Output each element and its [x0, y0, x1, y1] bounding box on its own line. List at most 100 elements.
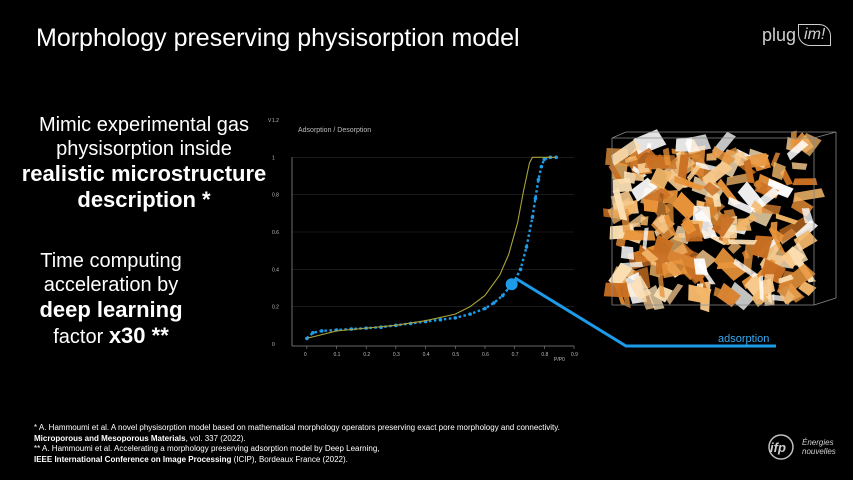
- particle: [672, 191, 700, 220]
- particle: [796, 133, 822, 157]
- particle: [610, 139, 642, 166]
- series-adsorption-point: [310, 331, 315, 335]
- particle: [758, 187, 781, 208]
- particle: [750, 200, 766, 215]
- reference-2-source: IEEE International Conference on Image P…: [34, 455, 560, 466]
- particle: [766, 178, 794, 198]
- x-tick-label: 0.3: [393, 352, 400, 358]
- particles: [603, 129, 825, 313]
- chart-title: Adsorption / Desorption: [298, 127, 371, 134]
- particle: [620, 246, 635, 260]
- particle: [735, 213, 758, 232]
- particle: [702, 160, 733, 189]
- plugim-logo: plug im!: [762, 24, 832, 46]
- particle: [783, 263, 816, 293]
- particle: [649, 167, 673, 190]
- series-desorption-line: [306, 156, 557, 339]
- isotherm-chart: 0 0.2 0.4 0.6 0.8 1 1.2 0 0.1 0.2 0.3 0.4 0.5 0.6 0.7 0…: [268, 118, 578, 363]
- y-tick-label: 0: [272, 342, 275, 348]
- claim-factor-value: x30 **: [108, 323, 169, 349]
- particle: [633, 129, 667, 156]
- particle: [798, 281, 817, 296]
- chart-series: [305, 155, 558, 341]
- particle: [787, 242, 809, 266]
- x-tick-label: 0: [304, 352, 307, 358]
- reference-1-source: Microporous and Mesoporous Materials, vo…: [34, 434, 560, 445]
- particle: [786, 140, 809, 161]
- particle: [711, 146, 736, 166]
- series-adsorption-point: [524, 245, 529, 249]
- series-adsorption-point: [542, 157, 547, 161]
- chart-gridlines: [291, 157, 574, 347]
- x-tick-label: 0.6: [482, 352, 489, 358]
- ifp-logo-line1: Énergies: [802, 438, 834, 447]
- particle: [641, 249, 659, 264]
- particle: [751, 235, 773, 259]
- slide-title: Morphology preserving physisorption mode…: [36, 24, 520, 52]
- particle: [629, 275, 652, 301]
- reference-2-rest: (ICIP), Bordeaux France (2022).: [231, 454, 348, 464]
- adsorption-callout-label: adsorption: [718, 333, 770, 345]
- series-adsorption-point: [533, 196, 538, 201]
- reference-2-text: ** A. Hammoumi et al. Accelerating a mor…: [34, 444, 380, 453]
- highlight-point: [505, 278, 518, 291]
- particle: [786, 287, 805, 303]
- particle: [711, 213, 736, 238]
- particle: [726, 281, 755, 311]
- particle: [771, 161, 786, 181]
- particle: [768, 226, 787, 255]
- series-adsorption-point: [319, 329, 324, 333]
- particle: [612, 187, 628, 221]
- particle: [643, 198, 659, 213]
- particle: [612, 178, 633, 193]
- x-tick-label: 0.8: [541, 352, 548, 358]
- references: * A. Hammoumi et al. A novel physisorpti…: [34, 423, 560, 465]
- particle: [717, 282, 741, 308]
- particle: [775, 213, 799, 225]
- x-tick-label: 0.7: [512, 352, 519, 358]
- particle: [793, 188, 825, 202]
- claim-bold-line: deep learning: [39, 297, 183, 322]
- ifp-logo-mark: ifp: [770, 440, 786, 455]
- particle: [642, 227, 649, 251]
- x-tick-label: 0.5: [452, 352, 459, 358]
- particle: [688, 284, 712, 304]
- claim-acceleration: Time computing acceleration by deep lear…: [26, 249, 196, 350]
- particle: [743, 158, 755, 184]
- series-adsorption-point: [500, 293, 505, 298]
- series-adsorption-point: [530, 215, 535, 219]
- particle: [674, 176, 706, 191]
- particle: [745, 153, 771, 169]
- reference-1-journal: Microporous and Mesoporous Materials: [34, 433, 186, 443]
- particle: [630, 177, 658, 202]
- logo-badge: im!: [798, 24, 832, 46]
- y-tick-label: 0.2: [272, 305, 279, 311]
- particle: [666, 283, 684, 305]
- reference-1: * A. Hammoumi et al. A novel physisorpti…: [34, 423, 560, 434]
- y-tick-label: 1.2: [272, 118, 279, 124]
- series-adsorption-point: [438, 317, 443, 322]
- particle: [603, 282, 629, 298]
- particle: [686, 134, 712, 153]
- series-adsorption-point: [453, 316, 458, 320]
- particle: [647, 285, 665, 310]
- claim-line: physisorption inside: [56, 138, 232, 160]
- particle: [692, 205, 711, 223]
- x-tick-label: 0.4: [423, 352, 430, 358]
- particle: [727, 239, 758, 245]
- series-adsorption-point: [536, 177, 541, 182]
- x-tick-label: 0.1: [334, 352, 341, 358]
- reference-2-conference: IEEE International Conference on Image P…: [34, 454, 232, 464]
- particle: [727, 196, 755, 214]
- particle: [753, 180, 763, 190]
- particle: [693, 258, 709, 275]
- particle: [791, 162, 808, 170]
- claim-factor-label: factor: [53, 326, 104, 349]
- particle: [652, 214, 676, 234]
- x-axis-label: P/P0: [554, 357, 565, 363]
- particle: [727, 241, 742, 254]
- claim-bold-line: realistic microstructure: [21, 161, 267, 186]
- particle: [661, 259, 688, 279]
- particle: [686, 164, 701, 182]
